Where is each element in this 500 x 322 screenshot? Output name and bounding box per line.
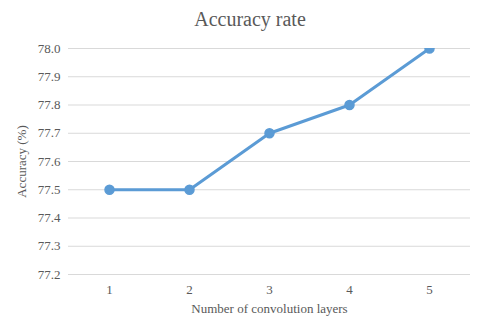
svg-text:77.5: 77.5 (38, 182, 61, 197)
svg-text:2: 2 (186, 282, 193, 297)
svg-text:77.2: 77.2 (38, 267, 61, 282)
svg-text:77.6: 77.6 (38, 154, 61, 169)
svg-text:5: 5 (426, 282, 433, 297)
svg-text:77.9: 77.9 (38, 69, 61, 84)
svg-text:3: 3 (266, 282, 273, 297)
svg-text:77.8: 77.8 (38, 97, 61, 112)
svg-text:77.4: 77.4 (38, 210, 61, 225)
svg-text:77.7: 77.7 (38, 125, 61, 140)
svg-text:78.0: 78.0 (38, 41, 61, 56)
svg-text:4: 4 (346, 282, 353, 297)
html-text:Accuracy rate: Accuracy rate (194, 8, 306, 30)
svg-text:Accuracy (%): Accuracy (%) (14, 125, 29, 198)
svg-text:Number of convolution layers: Number of convolution layers (191, 301, 347, 316)
svg-text:77.3: 77.3 (38, 238, 61, 253)
svg-text:1: 1 (106, 282, 113, 297)
